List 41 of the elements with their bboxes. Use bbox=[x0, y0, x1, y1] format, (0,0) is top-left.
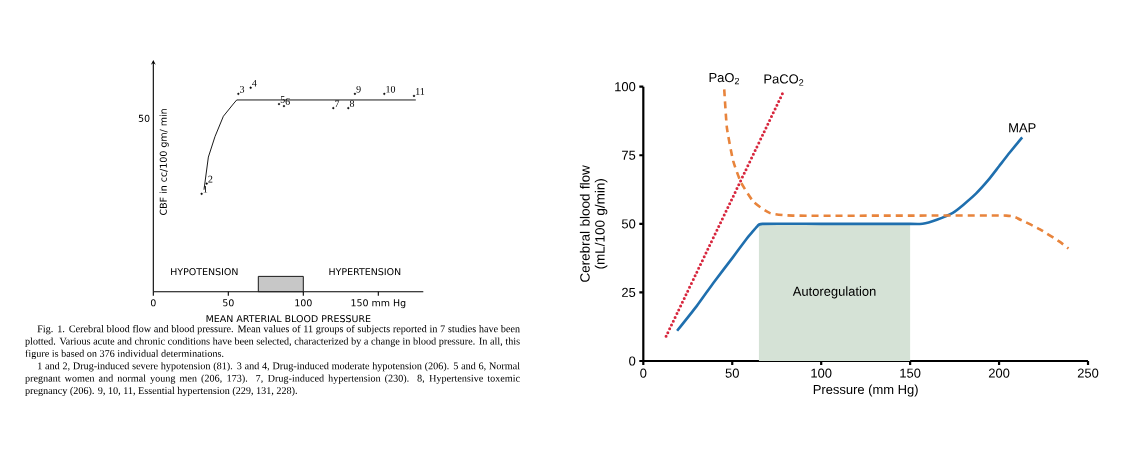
text: 1 and 2, Drug-induced severe hypotension (81). 3 and 4, Drug-induced moderate hypotension (206). 5 and 6, Normal pregnant women and normal young men (206, 173). 7, Drug-induced hypertension (230). 8, Hypertensive toxemic pregnancy (206). 9, 10, 11, Essential hypertension (229, 131, 228). bbox=[25, 362, 520, 397]
annotation: HYPOTENSION bbox=[171, 268, 238, 276]
x-tick-label: 150 mm Hg bbox=[351, 299, 406, 309]
series-label: MAP bbox=[1009, 123, 1036, 133]
y-tick-label: 75 bbox=[622, 150, 636, 160]
annotation: 1 bbox=[203, 186, 208, 193]
x-tick-label: 0 bbox=[150, 299, 156, 307]
line-series bbox=[675, 136, 1024, 333]
annotation: HYPERTENSION bbox=[329, 268, 401, 276]
x-tick-label: 0 bbox=[640, 368, 647, 378]
x-tick-label: 100 bbox=[295, 299, 312, 307]
y-tick-label: 100 bbox=[615, 82, 636, 92]
annotation: 4 bbox=[252, 79, 257, 87]
annotation: 7 bbox=[335, 100, 340, 107]
series-label: PaO$_{2}$ bbox=[709, 72, 740, 85]
x-tick-label: 150 bbox=[900, 368, 921, 378]
y-tick-label: 0 bbox=[629, 356, 636, 366]
x-tick-label: 100 bbox=[811, 368, 832, 378]
series-label: PaCO$_{2}$ bbox=[764, 74, 804, 86]
x-tick-label: 50 bbox=[223, 299, 234, 307]
x-axis-title: MEAN ARTERIAL BLOOD PRESSURE bbox=[206, 315, 371, 323]
x-axis-title: Pressure (mm Hg) bbox=[813, 384, 918, 397]
annotation: 3 bbox=[240, 85, 245, 93]
series-label: Autoregulation bbox=[792, 286, 876, 299]
line-series bbox=[722, 88, 1070, 250]
y-axis-title: Cerebral blood flow (mL/100 g/min) bbox=[579, 165, 608, 282]
annotation: 5 bbox=[280, 96, 285, 103]
text: 50 bbox=[138, 114, 150, 122]
y-tick-label: 50 bbox=[621, 219, 636, 229]
x-tick-label: 50 bbox=[725, 368, 739, 378]
caption: Fig. 1. Cerebral blood flow and blood pressure. Mean values of 11 groups of subjects reported in 7 studies have been plotted. Various acute and chronic conditions have been selected, characterized by a change in blood pressure. In all, this figure is based on 376 individual determinations. bbox=[25, 324, 520, 360]
annotation: 6 bbox=[285, 98, 290, 105]
annotation: 10 bbox=[386, 85, 396, 93]
y-tick-label: 25 bbox=[622, 287, 636, 297]
annotation: 11 bbox=[416, 88, 425, 95]
y-axis-title: CBF in cc/100 gm/ min bbox=[159, 109, 169, 215]
annotation: 8 bbox=[349, 100, 355, 107]
x-tick-label: 250 bbox=[1077, 368, 1099, 378]
x-tick-label: 200 bbox=[988, 368, 1010, 378]
annotation: 9 bbox=[356, 85, 361, 93]
annotation: 2 bbox=[208, 175, 213, 183]
